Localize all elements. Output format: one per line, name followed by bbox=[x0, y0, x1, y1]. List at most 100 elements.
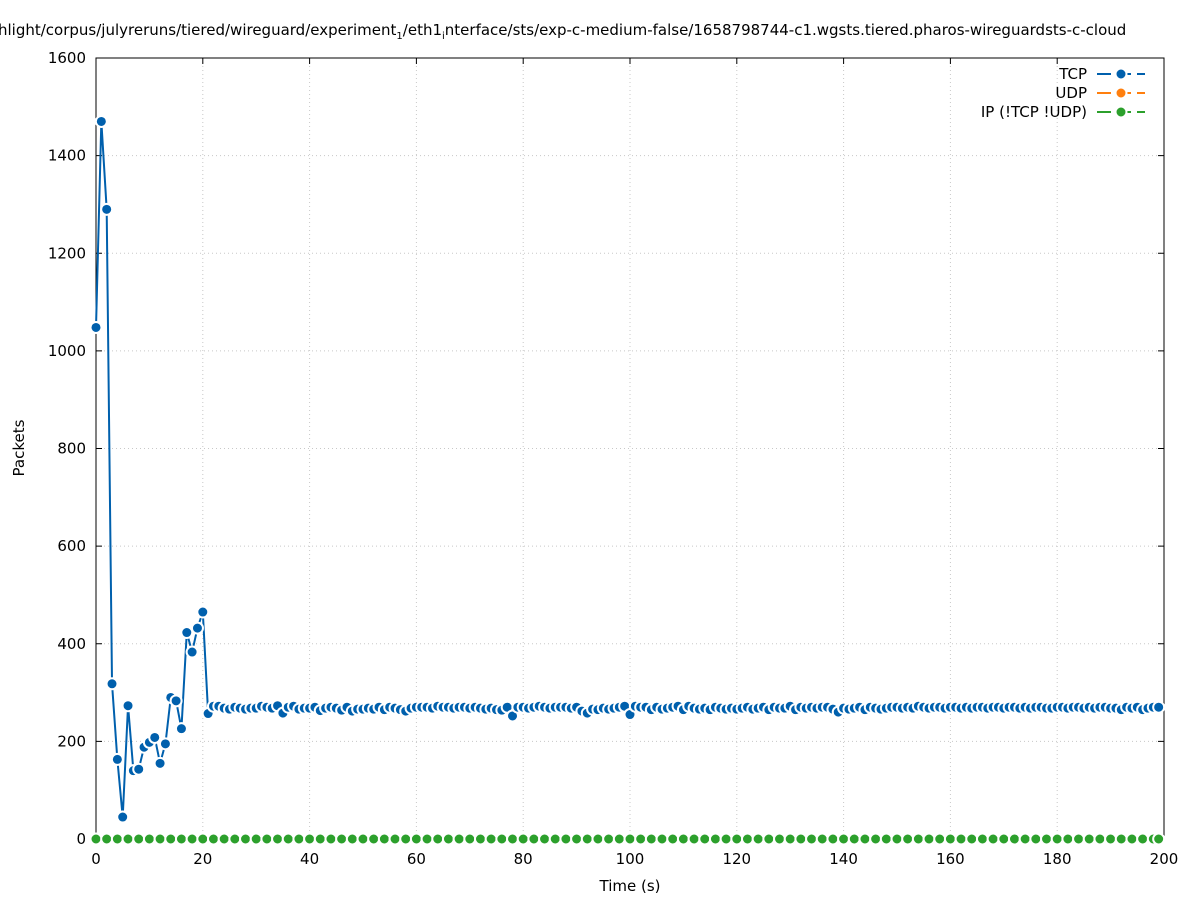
data-point bbox=[1114, 832, 1128, 846]
legend-label: TCP bbox=[1058, 65, 1087, 83]
data-point bbox=[1029, 832, 1043, 846]
data-point bbox=[148, 730, 162, 744]
data-point bbox=[399, 832, 413, 846]
y-tick-label: 0 bbox=[76, 830, 86, 848]
data-point bbox=[559, 832, 573, 846]
data-point bbox=[580, 832, 594, 846]
data-point bbox=[826, 832, 840, 846]
y-tick-label: 1200 bbox=[48, 244, 86, 262]
data-point bbox=[634, 832, 648, 846]
legend-swatch-marker bbox=[1114, 67, 1128, 81]
data-point bbox=[121, 832, 135, 846]
x-axis-label: Time (s) bbox=[599, 877, 661, 895]
title-p2: /eth1 bbox=[403, 21, 442, 39]
data-point bbox=[548, 832, 562, 846]
data-point bbox=[602, 832, 616, 846]
data-point bbox=[1040, 832, 1054, 846]
data-point bbox=[495, 832, 509, 846]
data-point bbox=[110, 832, 124, 846]
data-point bbox=[997, 832, 1011, 846]
data-point bbox=[783, 832, 797, 846]
data-point bbox=[420, 832, 434, 846]
y-tick-label: 200 bbox=[57, 732, 86, 750]
title-p3: nterface/sts/exp-c-medium-false/16587987… bbox=[445, 21, 1127, 39]
data-point bbox=[89, 832, 103, 846]
data-point bbox=[1061, 832, 1075, 846]
y-tick-label: 1600 bbox=[48, 49, 86, 67]
data-point bbox=[1152, 700, 1166, 714]
x-tick-label: 100 bbox=[616, 850, 645, 868]
data-point bbox=[1136, 832, 1150, 846]
data-point bbox=[484, 832, 498, 846]
x-tick-label: 200 bbox=[1150, 850, 1179, 868]
data-point bbox=[612, 832, 626, 846]
data-point bbox=[1082, 832, 1096, 846]
data-point bbox=[666, 832, 680, 846]
chart-title: hlight/corpus/julyreruns/tiered/wireguar… bbox=[0, 21, 1126, 42]
x-tick-label: 140 bbox=[829, 850, 858, 868]
data-point bbox=[367, 832, 381, 846]
y-tick-label: 1400 bbox=[48, 147, 86, 165]
data-point bbox=[719, 832, 733, 846]
data-point bbox=[303, 832, 317, 846]
data-point bbox=[94, 114, 108, 128]
data-point bbox=[164, 832, 178, 846]
axis-ticks: 0 20 40 60 80 100 120 140 160 180 200 0 200 400 600 800… bbox=[48, 49, 1179, 868]
data-point bbox=[281, 832, 295, 846]
x-tick-label: 40 bbox=[300, 850, 319, 868]
data-point bbox=[506, 832, 520, 846]
data-point bbox=[1093, 832, 1107, 846]
data-point bbox=[105, 677, 119, 691]
data-point bbox=[249, 832, 263, 846]
y-tick-label: 600 bbox=[57, 537, 86, 555]
y-axis-label: Packets bbox=[10, 419, 28, 476]
data-point bbox=[901, 832, 915, 846]
data-point bbox=[762, 832, 776, 846]
data-point bbox=[345, 832, 359, 846]
data-point bbox=[890, 832, 904, 846]
data-point bbox=[527, 832, 541, 846]
data-point bbox=[180, 626, 194, 640]
data-point bbox=[132, 832, 146, 846]
data-point bbox=[922, 832, 936, 846]
data-point bbox=[879, 832, 893, 846]
data-point bbox=[473, 832, 487, 846]
data-point bbox=[708, 832, 722, 846]
data-point bbox=[132, 762, 146, 776]
data-point bbox=[911, 832, 925, 846]
data-point bbox=[869, 832, 883, 846]
data-point bbox=[158, 737, 172, 751]
data-point bbox=[121, 699, 135, 713]
data-point bbox=[196, 605, 210, 619]
data-point bbox=[740, 832, 754, 846]
data-point bbox=[110, 752, 124, 766]
data-point bbox=[1007, 832, 1021, 846]
title-p1: hlight/corpus/julyreruns/tiered/wireguar… bbox=[0, 21, 397, 39]
legend-swatch-marker bbox=[1114, 105, 1128, 119]
data-point bbox=[1072, 832, 1086, 846]
data-point bbox=[169, 694, 183, 708]
data-point bbox=[271, 832, 285, 846]
data-point bbox=[409, 832, 423, 846]
data-point bbox=[847, 832, 861, 846]
data-point bbox=[858, 832, 872, 846]
data-point bbox=[570, 832, 584, 846]
y-tick-label: 1000 bbox=[48, 342, 86, 360]
data-point bbox=[324, 832, 338, 846]
data-point bbox=[965, 832, 979, 846]
data-point bbox=[174, 832, 188, 846]
data-point bbox=[1050, 832, 1064, 846]
data-point bbox=[591, 832, 605, 846]
data-point bbox=[100, 832, 114, 846]
x-tick-label: 60 bbox=[407, 850, 426, 868]
legend-label: UDP bbox=[1055, 84, 1087, 102]
data-point bbox=[1125, 832, 1139, 846]
data-point bbox=[335, 832, 349, 846]
data-point bbox=[837, 832, 851, 846]
y-tick-label: 400 bbox=[57, 635, 86, 653]
data-point bbox=[153, 756, 167, 770]
x-tick-label: 160 bbox=[936, 850, 965, 868]
data-point bbox=[538, 832, 552, 846]
data-point bbox=[452, 832, 466, 846]
